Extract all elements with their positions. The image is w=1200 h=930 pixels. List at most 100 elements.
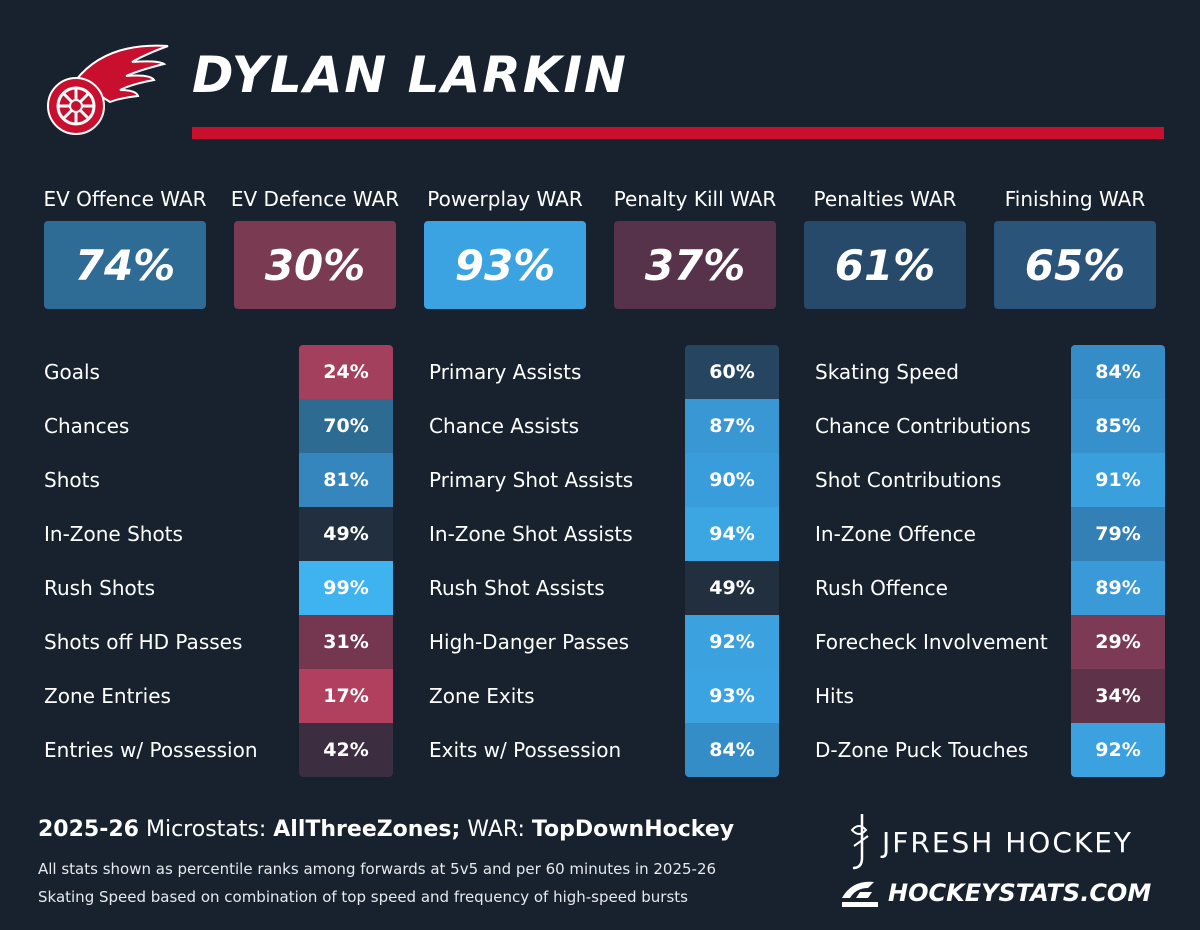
war-label: Powerplay WAR [427, 187, 583, 211]
stat-row: Chance Assists 87% [429, 399, 779, 453]
stat-value: 49% [685, 561, 779, 615]
footer-note: All stats shown as percentile ranks amon… [38, 860, 717, 878]
stat-label: Zone Entries [44, 684, 171, 708]
war-value-box: 74% [44, 221, 206, 309]
hockeystats-brand: HOCKEYSTATS.COM [838, 876, 1151, 910]
stat-label: Hits [815, 684, 854, 708]
stat-row: Exits w/ Possession 84% [429, 723, 779, 777]
stat-value: 87% [685, 399, 779, 453]
stat-value: 89% [1071, 561, 1165, 615]
stat-label: In-Zone Offence [815, 522, 976, 546]
stat-label: Shots [44, 468, 100, 492]
stat-row: In-Zone Shots 49% [44, 507, 393, 561]
stat-row: In-Zone Shot Assists 94% [429, 507, 779, 561]
stat-label: Chance Assists [429, 414, 579, 438]
stat-row: Rush Offence 89% [815, 561, 1165, 615]
war-source-label: WAR: [467, 817, 525, 842]
stat-row: In-Zone Offence 79% [815, 507, 1165, 561]
stat-row: Primary Shot Assists 90% [429, 453, 779, 507]
stat-value: 99% [299, 561, 393, 615]
war-value: 65% [1024, 240, 1126, 290]
stat-value: 94% [685, 507, 779, 561]
microstats-label: Microstats: [145, 817, 267, 842]
stat-row: High-Danger Passes 92% [429, 615, 779, 669]
stat-row: Entries w/ Possession 42% [44, 723, 393, 777]
stat-row: Shots off HD Passes 31% [44, 615, 393, 669]
season: 2025-26 [38, 817, 139, 842]
stat-value: 49% [299, 507, 393, 561]
stat-row: Rush Shots 99% [44, 561, 393, 615]
stat-label: Shots off HD Passes [44, 630, 243, 654]
jfresh-brand: JFRESH HOCKEY [848, 812, 1133, 872]
footer-note: Skating Speed based on combination of to… [38, 888, 688, 906]
stat-row: Zone Entries 17% [44, 669, 393, 723]
player-name: DYLAN LARKIN [192, 46, 628, 104]
stat-label: Forecheck Involvement [815, 630, 1048, 654]
stat-value: 17% [299, 669, 393, 723]
stat-label: Rush Shots [44, 576, 155, 600]
stat-label: Skating Speed [815, 360, 960, 384]
stat-label: Entries w/ Possession [44, 738, 258, 762]
stat-value: 92% [685, 615, 779, 669]
war-value-box: 30% [234, 221, 396, 309]
stat-row: Chances 70% [44, 399, 393, 453]
stat-label: In-Zone Shots [44, 522, 183, 546]
stat-label: In-Zone Shot Assists [429, 522, 633, 546]
stat-label: D-Zone Puck Touches [815, 738, 1029, 762]
stat-row: Skating Speed 84% [815, 345, 1165, 399]
war-label: Finishing WAR [1004, 187, 1146, 211]
stat-value: 42% [299, 723, 393, 777]
stat-value: 79% [1071, 507, 1165, 561]
stat-label: Chance Contributions [815, 414, 1031, 438]
stat-row: Hits 34% [815, 669, 1165, 723]
stat-value: 92% [1071, 723, 1165, 777]
stat-row: Rush Shot Assists 49% [429, 561, 779, 615]
war-value-box: 93% [424, 221, 586, 309]
stat-row: Shots 81% [44, 453, 393, 507]
jfresh-logo-icon [850, 814, 869, 870]
title-underline [192, 127, 1164, 139]
stat-label: Primary Assists [429, 360, 582, 384]
winged-wheel-icon [47, 44, 169, 135]
war-label: Penalty Kill WAR [613, 187, 777, 211]
stat-row: Primary Assists 60% [429, 345, 779, 399]
hockeystats-logo-icon [842, 881, 878, 907]
war-value: 61% [834, 240, 936, 290]
stat-label: Rush Offence [815, 576, 948, 600]
stat-value: 60% [685, 345, 779, 399]
war-value: 30% [264, 240, 366, 290]
war-label: EV Defence WAR [230, 187, 400, 211]
stat-label: High-Danger Passes [429, 630, 630, 654]
stat-label: Chances [44, 414, 130, 438]
war-label: EV Offence WAR [43, 187, 207, 211]
stat-row: Goals 24% [44, 345, 393, 399]
stat-value: 34% [1071, 669, 1165, 723]
stat-value: 24% [299, 345, 393, 399]
microstats-source: AllThreeZones; [273, 817, 461, 842]
stat-row: Chance Contributions 85% [815, 399, 1165, 453]
stat-value: 31% [299, 615, 393, 669]
stat-row: Forecheck Involvement 29% [815, 615, 1165, 669]
stat-row: D-Zone Puck Touches 92% [815, 723, 1165, 777]
war-value: 93% [454, 240, 556, 290]
stat-column: Primary Assists 60% Chance Assists 87% Prima… [429, 345, 779, 777]
jfresh-brand-name: JFRESH HOCKEY [882, 825, 1134, 859]
stat-value: 91% [1071, 453, 1165, 507]
stat-label: Goals [44, 360, 100, 384]
stat-value: 90% [685, 453, 779, 507]
stat-column: Skating Speed 84% Chance Contributions 85% S… [815, 345, 1165, 777]
war-label: Penalties WAR [813, 187, 957, 211]
war-value-box: 61% [804, 221, 966, 309]
war-value: 37% [644, 240, 746, 290]
stat-value: 29% [1071, 615, 1165, 669]
stat-label: Shot Contributions [815, 468, 1002, 492]
footer-title: 2025-26 Microstats: AllThreeZones; WAR: … [38, 817, 734, 842]
stat-value: 81% [299, 453, 393, 507]
war-value-box: 37% [614, 221, 776, 309]
stat-label: Zone Exits [429, 684, 535, 708]
stat-label: Rush Shot Assists [429, 576, 605, 600]
war-source: TopDownHockey [531, 817, 735, 842]
stat-value: 70% [299, 399, 393, 453]
stat-row: Shot Contributions 91% [815, 453, 1165, 507]
